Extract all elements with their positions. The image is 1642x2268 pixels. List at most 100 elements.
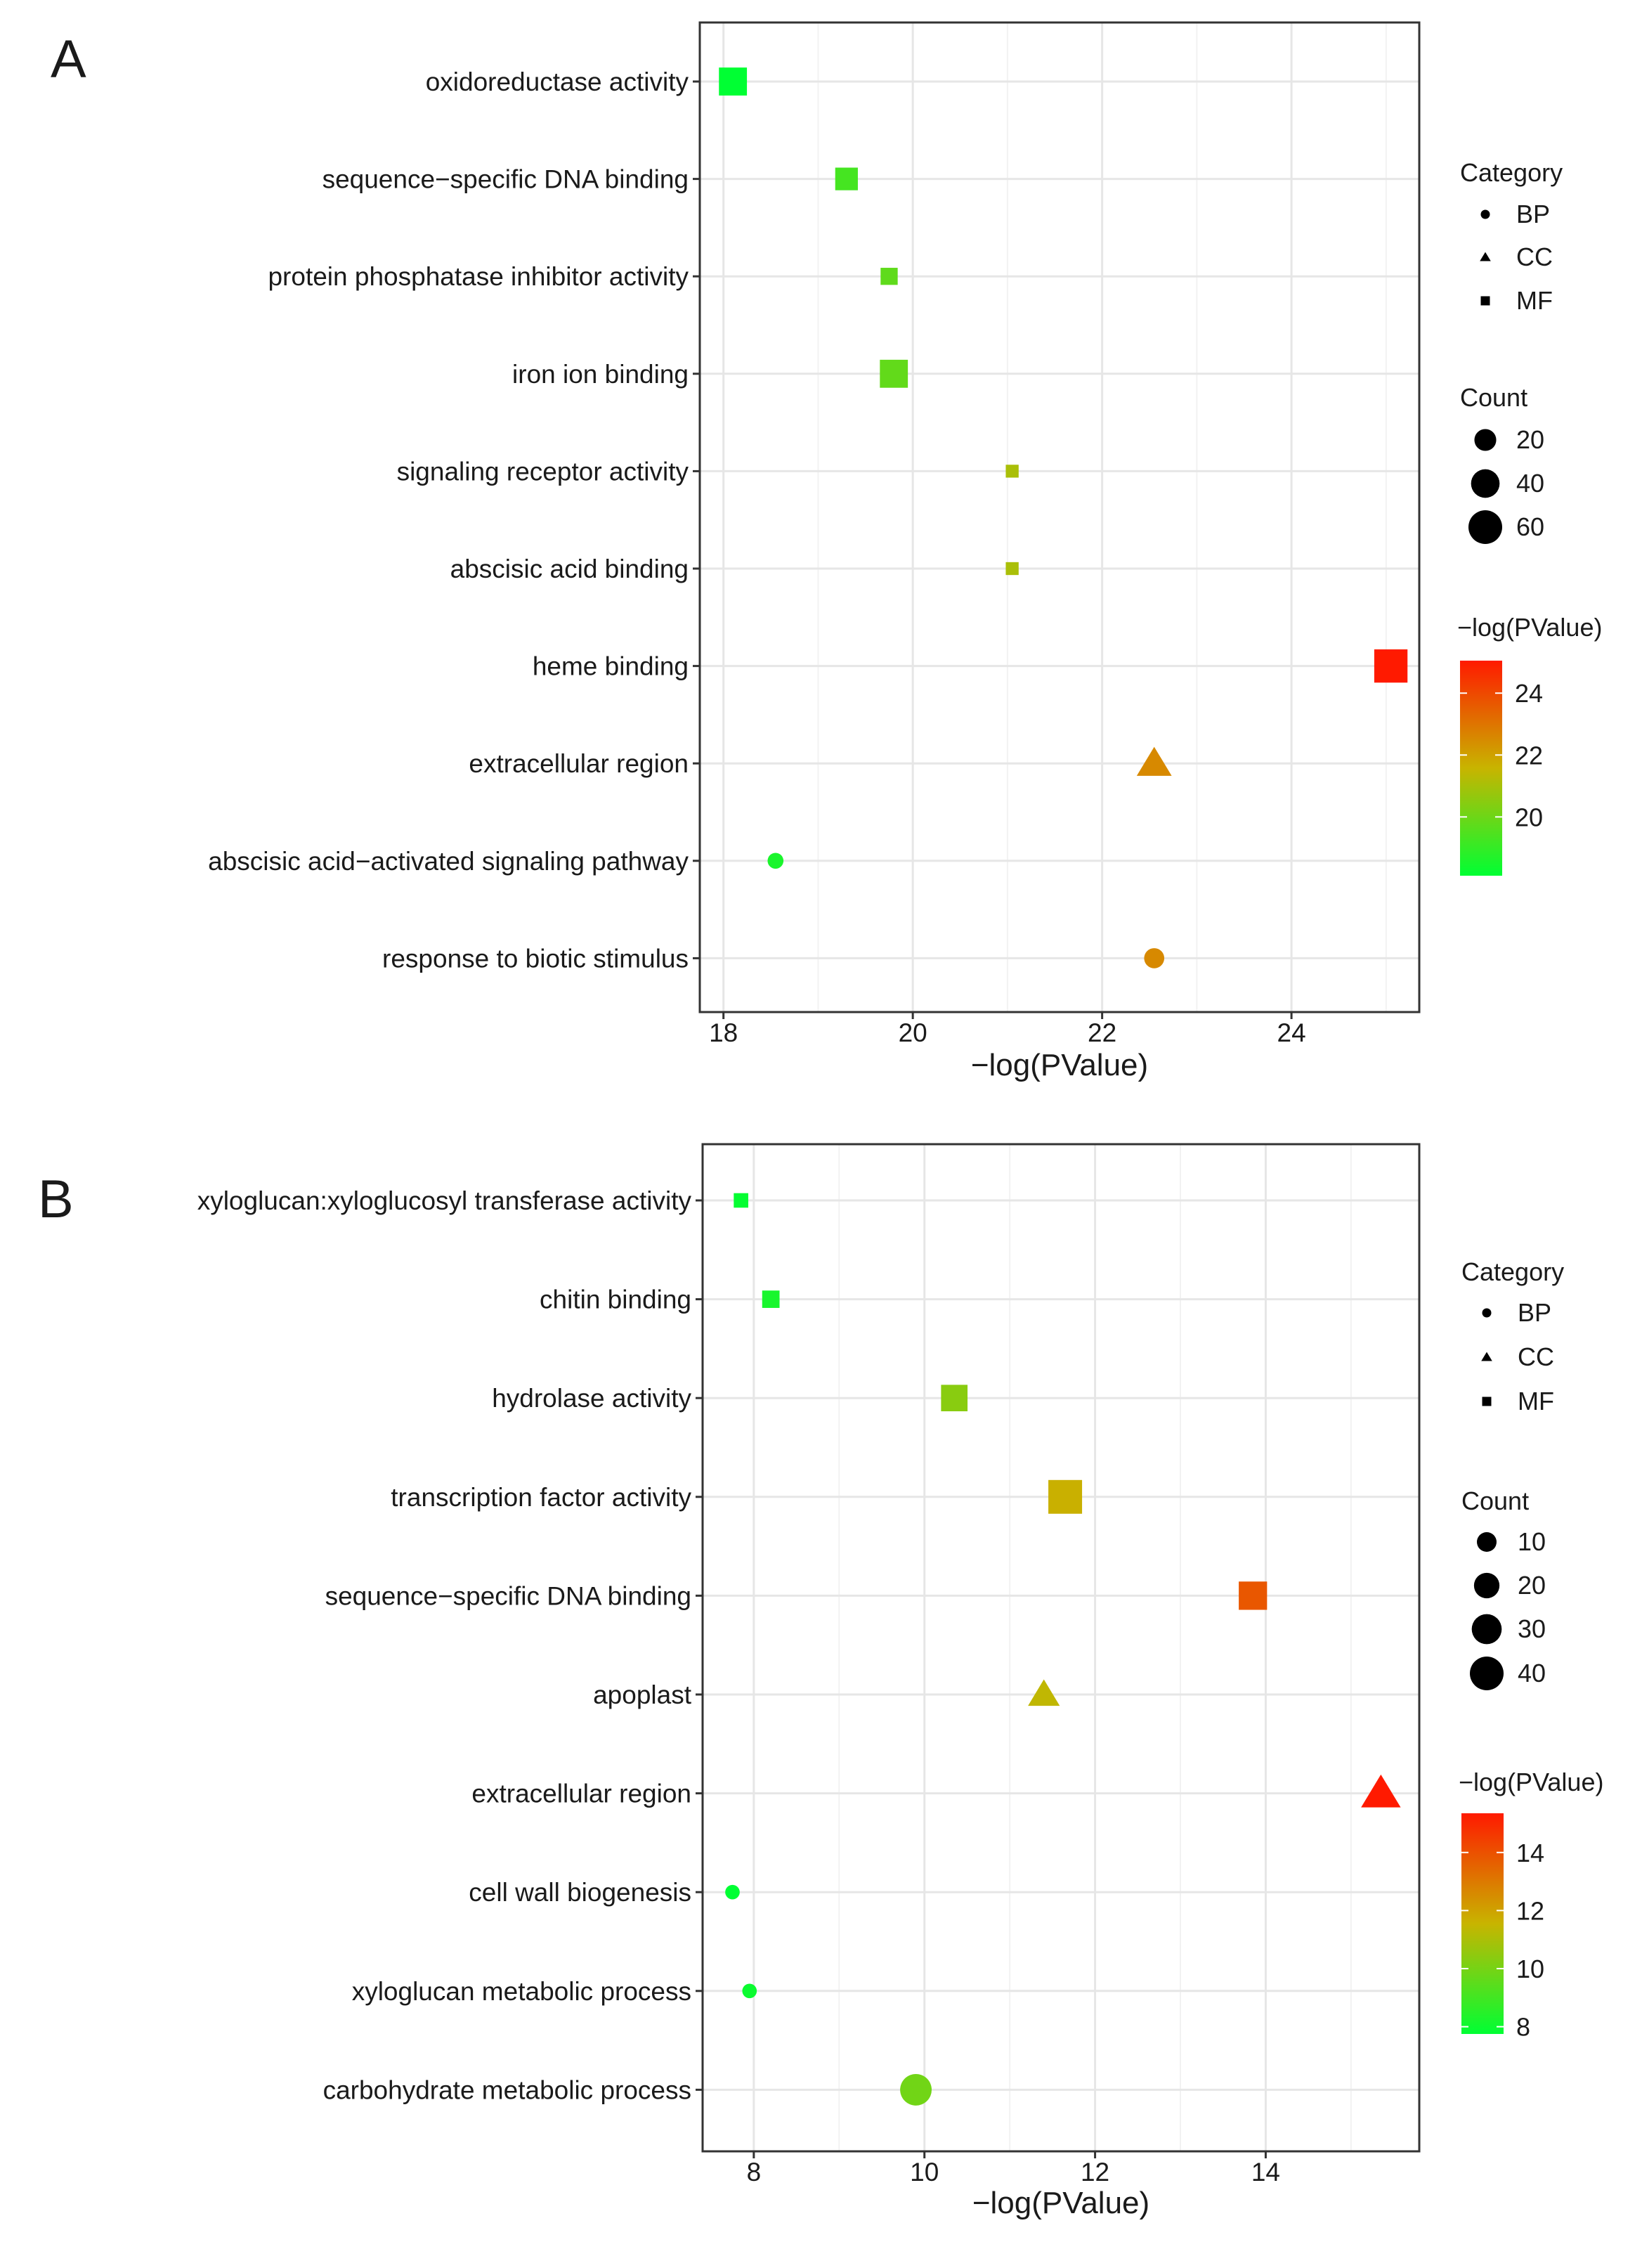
x-tick-label: 10 (910, 2158, 939, 2186)
color-bar (1460, 661, 1502, 876)
legend-count-key (1470, 1657, 1504, 1690)
plot-border (701, 1143, 1421, 2153)
y-tick-label: carbohydrate metabolic process (323, 2075, 691, 2104)
y-tick-label: transcription factor activity (391, 1483, 691, 1512)
legend-count-title: Count (1461, 1486, 1529, 1515)
legend-category-label: BP (1518, 1298, 1551, 1327)
legend-category-label: MF (1518, 1387, 1554, 1415)
legend-category-label: BP (1516, 200, 1550, 228)
legend-category-title: Category (1461, 1257, 1564, 1286)
plot-border (698, 21, 1421, 1013)
data-point (719, 67, 748, 96)
data-point (880, 359, 908, 388)
y-tick-label: iron ion binding (512, 360, 689, 389)
legend-count-label: 30 (1518, 1614, 1546, 1643)
data-point (880, 268, 898, 285)
y-tick-label: protein phosphatase inhibitor activity (268, 262, 689, 291)
x-tick-label: 8 (747, 2158, 762, 2186)
x-tick-label: 18 (709, 1018, 738, 1047)
y-tick-label: cell wall biogenesis (469, 1878, 691, 1907)
data-point (1005, 465, 1019, 478)
y-tick-label: abscisic acid binding (450, 555, 689, 583)
color-bar-label: 24 (1515, 679, 1543, 708)
legend-category-key (1480, 296, 1490, 306)
panel-letter: A (51, 30, 86, 89)
legend-count-label: 40 (1518, 1659, 1546, 1687)
x-tick-label: 20 (899, 1018, 927, 1047)
data-point (1005, 562, 1019, 576)
data-point (725, 1884, 740, 1900)
y-tick-label: signaling receptor activity (397, 457, 689, 486)
y-tick-label: response to biotic stimulus (382, 944, 689, 973)
data-point (767, 853, 784, 869)
plot-area (703, 1144, 1419, 2151)
y-tick-label: oxidoreductase activity (426, 67, 689, 96)
legend-color-title: −log(PValue) (1457, 613, 1602, 642)
y-tick-label: abscisic acid−activated signaling pathwa… (208, 847, 689, 876)
x-axis-label: −log(PValue) (972, 2186, 1149, 2220)
y-tick-label: heme binding (533, 652, 689, 681)
legend-count-label: 20 (1518, 1571, 1546, 1600)
legend-category-title: Category (1460, 158, 1563, 187)
y-tick-label: extracellular region (471, 1780, 691, 1808)
data-point (734, 1193, 748, 1208)
color-bar-label: 14 (1516, 1839, 1544, 1867)
legend-category-label: CC (1516, 242, 1553, 271)
color-bar-label: 22 (1515, 741, 1543, 770)
y-tick-label: xyloglucan:xyloglucosyl transferase acti… (197, 1186, 692, 1215)
y-tick-label: hydrolase activity (492, 1384, 691, 1413)
legend-color-title: −log(PValue) (1459, 1768, 1603, 1796)
legend-count-key (1471, 469, 1500, 498)
legend-count-title: Count (1460, 383, 1527, 412)
data-point (762, 1290, 780, 1308)
color-bar-label: 8 (1516, 2013, 1530, 2042)
data-point (1144, 948, 1165, 968)
legend-category-label: MF (1516, 286, 1553, 315)
color-bar-label: 12 (1516, 1896, 1544, 1925)
legend-category-key (1482, 1397, 1492, 1406)
legend-count-key (1468, 510, 1502, 544)
legend-count-key (1477, 1532, 1497, 1552)
legend-count-label: 20 (1516, 425, 1544, 454)
legend-count-key (1474, 429, 1497, 451)
legend-count-label: 10 (1518, 1527, 1546, 1556)
legend-count-key (1471, 1614, 1502, 1645)
data-point (941, 1385, 968, 1412)
color-bar-label: 10 (1516, 1955, 1544, 1983)
legend-count-key (1473, 1572, 1500, 1599)
panel-letter: B (38, 1169, 74, 1229)
y-tick-label: sequence−specific DNA binding (325, 1581, 691, 1610)
y-tick-label: sequence−specific DNA binding (322, 165, 689, 194)
plot-area (700, 22, 1419, 1012)
color-bar-label: 20 (1515, 803, 1543, 831)
data-point (835, 167, 858, 190)
y-tick-label: chitin binding (540, 1285, 691, 1314)
legend-category-key (1480, 252, 1491, 261)
data-point (1361, 1774, 1401, 1808)
legend-count-label: 60 (1516, 512, 1544, 541)
color-bar (1461, 1813, 1504, 2034)
data-point (742, 1983, 757, 1999)
y-tick-label: extracellular region (469, 749, 689, 778)
data-point (1136, 746, 1172, 776)
x-tick-label: 22 (1088, 1018, 1116, 1047)
legend-category-key (1480, 209, 1490, 219)
legend-category-key (1481, 1352, 1492, 1361)
x-tick-label: 24 (1277, 1018, 1306, 1047)
legend-category-key (1482, 1308, 1492, 1318)
data-point (1239, 1581, 1268, 1610)
y-tick-label: apoplast (593, 1680, 692, 1709)
data-point (900, 2073, 932, 2106)
x-tick-label: 14 (1251, 2158, 1280, 2186)
x-axis-label: −log(PValue) (971, 1048, 1148, 1082)
data-point (1374, 649, 1408, 683)
data-point (1048, 1479, 1083, 1514)
legend-category-label: CC (1518, 1342, 1554, 1371)
x-tick-label: 12 (1081, 2158, 1109, 2186)
data-point (1028, 1679, 1060, 1706)
legend-count-label: 40 (1516, 469, 1544, 498)
y-tick-label: xyloglucan metabolic process (352, 1977, 691, 2006)
